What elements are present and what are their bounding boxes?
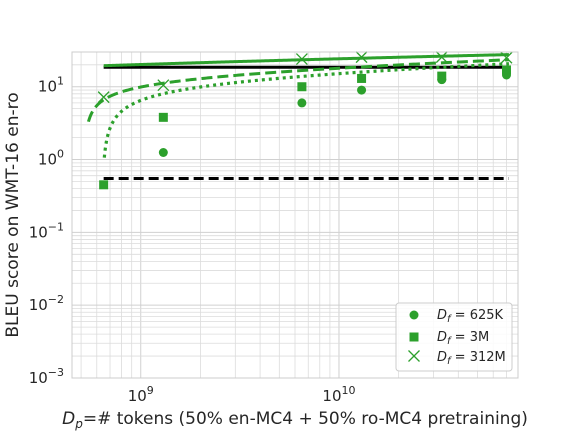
data-point-x	[435, 51, 448, 64]
data-point-square	[357, 73, 367, 83]
y-axis-label: BLEU score on WMT-16 en-ro	[3, 92, 23, 337]
legend-label-312m: Df = 312M	[437, 350, 506, 367]
data-point-x	[295, 53, 308, 66]
data-point-x	[355, 51, 368, 64]
fit-curves	[87, 53, 510, 158]
data-point-circle	[158, 147, 168, 157]
x-tick-label: 109	[128, 384, 154, 405]
plot-frame	[71, 51, 519, 379]
data-point-square	[99, 180, 109, 190]
data-point-circle	[297, 98, 307, 108]
data-point-square	[158, 112, 168, 122]
data-points	[97, 51, 513, 190]
fit-curve-solid	[103, 53, 509, 68]
data-point-square	[437, 71, 447, 81]
legend-marker-square	[409, 332, 419, 342]
y-tick-label: 10−1	[29, 220, 64, 241]
y-axis-ticks: 101 100 10−1 10−2 10−3	[29, 75, 64, 387]
y-tick-label: 100	[38, 148, 64, 169]
y-tick-label: 10−2	[29, 293, 64, 314]
fit-curve-dashed	[87, 58, 509, 123]
legend-label-3m: Df = 3M	[437, 330, 489, 347]
data-point-x	[97, 91, 110, 104]
data-point-circle	[357, 85, 367, 95]
legend-marker-x	[408, 350, 420, 362]
x-axis-label: Dp=# tokens (50% en-MC4 + 50% ro-MC4 pre…	[62, 409, 528, 431]
data-point-square	[502, 65, 512, 75]
data-point-x	[157, 79, 170, 92]
fit-curve-dotted	[102, 62, 510, 158]
reference-lines	[103, 65, 509, 180]
legend-box	[395, 302, 513, 372]
x-tick-label: 1010	[322, 384, 355, 405]
legend-marker-circle	[409, 310, 419, 320]
legend-label-625k: Df = 625K	[437, 308, 504, 325]
data-point-square	[297, 82, 307, 92]
data-point-x	[500, 51, 513, 64]
y-tick-label: 10−3	[29, 366, 64, 387]
legend: Df = 625K Df = 3M Df = 312M	[395, 302, 513, 372]
y-tick-label: 101	[38, 75, 64, 96]
x-axis-ticks: 109 1010	[128, 384, 356, 405]
